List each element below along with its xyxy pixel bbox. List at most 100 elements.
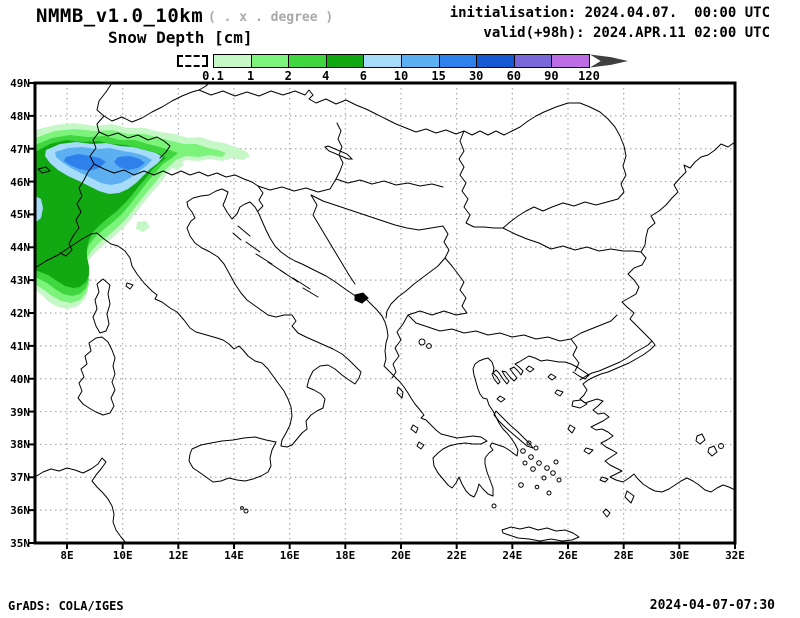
creation-timestamp: 2024-04-07-07:30 — [649, 598, 775, 613]
islands-cyclades-dots — [491, 440, 562, 509]
border-bulgaria-turkey — [570, 314, 618, 340]
islands-dalmatian-slivers — [232, 225, 319, 298]
island-euboea — [493, 410, 534, 449]
island-crete — [501, 526, 580, 542]
latitude-label: 48N — [10, 109, 30, 123]
border-switzerland-north — [98, 131, 171, 159]
islands — [77, 225, 635, 542]
longitude-label: 18E — [335, 549, 356, 562]
longitude-label: 8E — [60, 549, 74, 562]
colorbar-tick-label: 10 — [393, 69, 409, 83]
longitude-label: 32E — [725, 549, 745, 562]
model-title: NMMB_v1.0_10km — [36, 5, 204, 27]
border-slovenia-croatia — [257, 178, 337, 193]
border-greece-turkey — [570, 338, 580, 372]
lake-balaton — [324, 145, 354, 160]
initialisation-time: initialisation: 2024.04.07. 00:00 UTC — [449, 5, 770, 21]
colorbar-tick-label: 0.1 — [202, 69, 224, 83]
coastline-north-africa — [34, 457, 127, 544]
latitude-label: 46N — [10, 175, 30, 189]
longitude-label: 20E — [391, 549, 411, 562]
colorbar-tick-label: 30 — [468, 69, 484, 83]
longitude-label: 28E — [613, 549, 634, 562]
map-frame — [33, 81, 737, 545]
lake-burdur — [695, 433, 706, 445]
border-macedonia-north — [407, 310, 468, 316]
colorbar-legend: 0.1 1 2 4 6 10 15 30 60 90 120 — [176, 54, 646, 84]
coastline-italy-west-adriatic — [34, 188, 362, 448]
border-serbia-kosovo-albania — [385, 257, 446, 319]
island-karpathos — [602, 508, 611, 518]
latitude-label: 38N — [10, 438, 30, 452]
country-borders — [59, 82, 642, 379]
latitude-label: 36N — [10, 504, 30, 518]
island-rhodes — [624, 490, 635, 504]
valid-time: valid(+98h): 2024.APR.11 02:00 UTC — [483, 25, 770, 41]
longitude-label: 26E — [558, 549, 578, 562]
island-kefalonia — [410, 424, 419, 434]
longitude-label: 22E — [446, 549, 467, 562]
colorbar-tick-label: 4 — [322, 69, 330, 83]
islands-malta — [240, 506, 249, 514]
border-alps-austria-italy — [93, 163, 259, 187]
latitude-label: 39N — [10, 405, 30, 419]
latitude-label: 47N — [10, 142, 30, 156]
coastline-black-sea — [621, 141, 736, 342]
grads-credit: GrADS: COLA/IGES — [8, 599, 124, 613]
snow-patch-blue-edge — [35, 196, 43, 222]
latitude-label: 49N — [10, 77, 30, 90]
island-samos — [583, 447, 594, 455]
island-corsica — [92, 278, 111, 334]
longitude-label: 12E — [168, 549, 189, 562]
colorbar-tick-label: 2 — [284, 69, 292, 83]
latitude-label: 37N — [10, 471, 30, 485]
latitude-label: 44N — [10, 241, 30, 255]
coastline-sea-of-marmara — [579, 340, 656, 385]
variable-title: Snow Depth [cm] — [108, 28, 253, 47]
latitude-label: 40N — [10, 372, 30, 386]
snow-patch-small — [171, 159, 184, 170]
border-austria-hungary — [335, 122, 444, 188]
border-ukraine-romania-west — [458, 130, 504, 229]
grid-resolution-note: ( . x . degree ) — [208, 10, 334, 25]
lake-ohrid — [418, 338, 426, 346]
lake-prespa — [426, 343, 432, 349]
lakes — [37, 145, 724, 457]
coastline-balkan-greece — [222, 191, 590, 498]
colorbar-tick-label: 90 — [544, 69, 559, 83]
longitude-label: 24E — [502, 549, 523, 562]
border-danube-bulgaria-romania — [502, 227, 642, 253]
lake-egirdir — [707, 445, 718, 457]
lake-geneva — [37, 166, 51, 174]
border-czech-slovakia-north — [198, 89, 545, 136]
colorbar-segment — [551, 54, 590, 68]
border-carpathian-romania — [502, 102, 627, 229]
snow-patch-small — [136, 221, 150, 232]
island-chios — [567, 424, 576, 434]
border-france-germany — [96, 82, 210, 123]
longitude-label: 16E — [279, 549, 300, 562]
snow-contour-15cm — [114, 156, 145, 170]
border-greece-north — [407, 314, 572, 342]
colorbar-below-min-box — [177, 55, 208, 67]
island-sporades — [496, 395, 506, 403]
latitude-label: 42N — [10, 307, 30, 320]
coastline-turkey-aegean-south — [579, 383, 736, 493]
snow-depth-shading — [35, 123, 250, 309]
island-limnos — [554, 389, 564, 397]
island-samothraki — [547, 373, 557, 381]
border-dinaric-croatia-bosnia — [310, 194, 356, 285]
latitude-label: 43N — [10, 274, 30, 288]
colorbar-tick-label: 120 — [578, 69, 600, 83]
island-thasos — [525, 365, 535, 373]
longitude-label: 30E — [669, 549, 690, 562]
graticule-gridlines — [35, 83, 735, 543]
lake-beysehir — [718, 443, 724, 449]
island-kos — [599, 476, 609, 483]
border-sava-croatia-serbia — [310, 194, 450, 259]
island-elba — [125, 282, 134, 290]
island-zakynthos — [416, 441, 425, 450]
colorbar-tick-label: 6 — [359, 69, 367, 83]
